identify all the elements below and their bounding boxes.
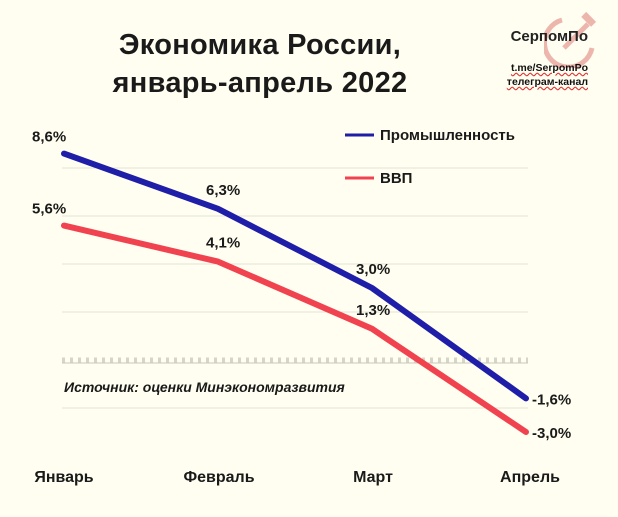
source-annotation: Источник: оценки Минэкономразвития [64,379,345,395]
x-axis [62,357,528,364]
data-labels: 8,6% 6,3% 3,0% -1,6% 5,6% 4,1% 1,3% -3,0% [32,129,571,442]
hammer-sickle-icon [544,11,597,68]
data-label: 4,1% [206,235,240,252]
watermark: СерпомПо t.me/SerpomPo телеграм-канал [474,11,604,102]
x-tick-label: Март [353,469,393,486]
data-label: 8,6% [32,129,66,146]
series-line-gdp [61,222,529,435]
legend: Промышленность ВВП [345,127,515,187]
legend-label: ВВП [380,170,412,187]
x-tick-label: Апрель [500,469,560,486]
watermark-subtitle: телеграм-канал [506,76,588,88]
x-tick-labels: Январь Февраль Март Апрель [34,469,560,486]
series-line-industry [61,150,529,402]
data-label: 6,3% [206,182,240,199]
data-label: -1,6% [532,391,571,408]
data-label: 3,0% [356,261,390,278]
x-tick-label: Февраль [183,469,254,486]
watermark-name: СерпомПо [510,28,588,45]
series-lines [61,150,529,435]
data-label: 1,3% [356,302,390,319]
data-label: 5,6% [32,201,66,218]
watermark-link[interactable]: t.me/SerpomPo [510,62,588,74]
chart-title-line-2: январь-апрель 2022 [112,67,408,99]
chart-title: Экономика России, январь-апрель 2022 [60,26,460,102]
data-label: -3,0% [532,425,571,442]
x-tick-label: Январь [34,469,93,486]
legend-label: Промышленность [380,127,515,144]
gridlines [62,167,528,409]
chart-title-line-1: Экономика России, [118,29,402,61]
